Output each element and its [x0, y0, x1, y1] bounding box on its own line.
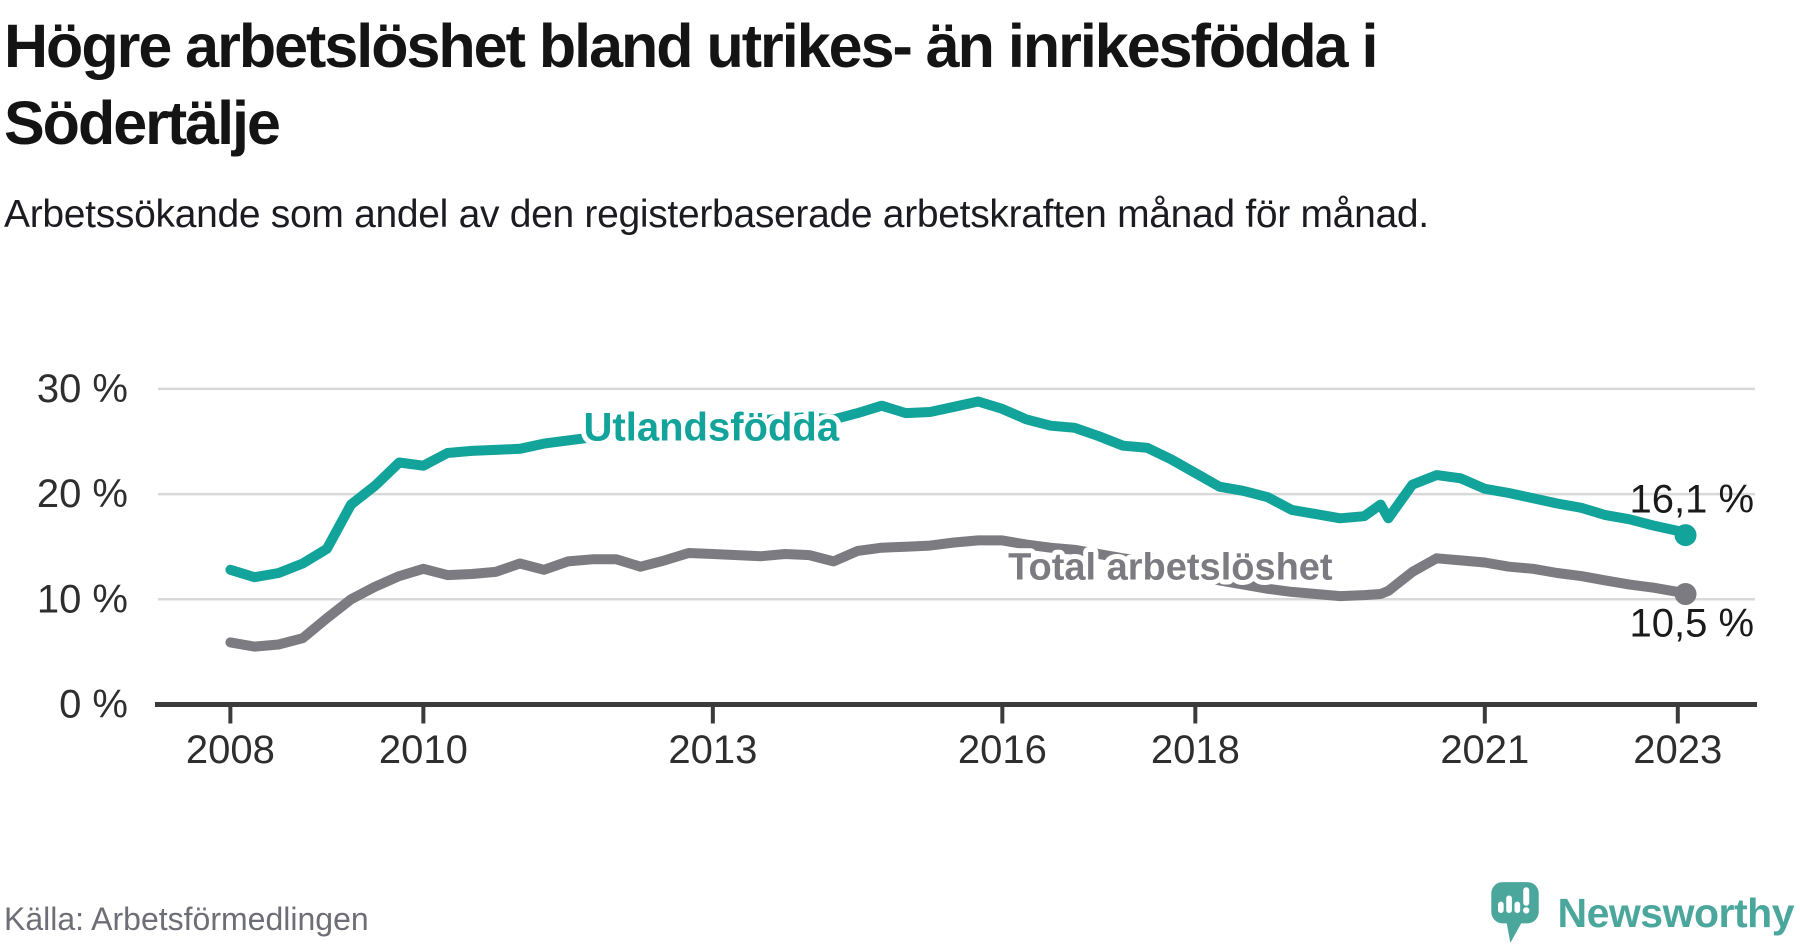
- source-note: Källa: Arbetsförmedlingen: [4, 901, 369, 937]
- x-tick-label: 2018: [1151, 728, 1240, 772]
- x-tick-label: 2013: [668, 728, 757, 772]
- y-tick-label: 30 %: [37, 367, 128, 411]
- x-tick-label: 2023: [1633, 728, 1722, 772]
- bar-1: [1497, 901, 1504, 913]
- x-tick-label: 2016: [958, 728, 1047, 772]
- y-tick-label: 10 %: [37, 577, 128, 621]
- end-value-label: 16,1 %: [1630, 477, 1755, 521]
- page-subtitle: Arbetssökande som andel av den registerb…: [4, 193, 1429, 236]
- exclamation-dot: [1522, 907, 1529, 914]
- exclamation-bar: [1522, 887, 1529, 906]
- newsworthy-wordmark: Newsworthy: [1557, 889, 1795, 936]
- series-line-total-arbetsl-shet: [225, 535, 1691, 652]
- end-value-label: 10,5 %: [1630, 601, 1755, 645]
- newsworthy-logo: Newsworthy: [1489, 880, 1795, 946]
- x-axis-ticks: 2008 2010 2013 2016 2018 2021 2023: [186, 706, 1722, 772]
- newsworthy-bubble-icon: [1490, 882, 1539, 943]
- x-tick-label: 2008: [186, 728, 275, 772]
- y-tick-label: 20 %: [37, 472, 128, 516]
- y-tick-label: 0 %: [59, 683, 128, 727]
- series-label: Utlandsfödda: [584, 405, 840, 449]
- x-tick-label: 2010: [379, 728, 468, 772]
- bubble-shape: [1490, 882, 1539, 943]
- page-title: Högre arbetslöshet bland utrikes- än inr…: [4, 12, 1378, 157]
- y-axis-labels: 0 % 10 % 20 % 30 %: [37, 367, 128, 727]
- series-label: Total arbetslöshet: [1008, 547, 1333, 589]
- series-end-dot: [1674, 583, 1697, 606]
- series-line-utlandsf-dda: [225, 396, 1691, 583]
- series-end-dot: [1674, 524, 1697, 547]
- bar-3: [1513, 901, 1520, 913]
- x-tick-label: 2021: [1440, 728, 1529, 772]
- bar-2: [1505, 895, 1512, 913]
